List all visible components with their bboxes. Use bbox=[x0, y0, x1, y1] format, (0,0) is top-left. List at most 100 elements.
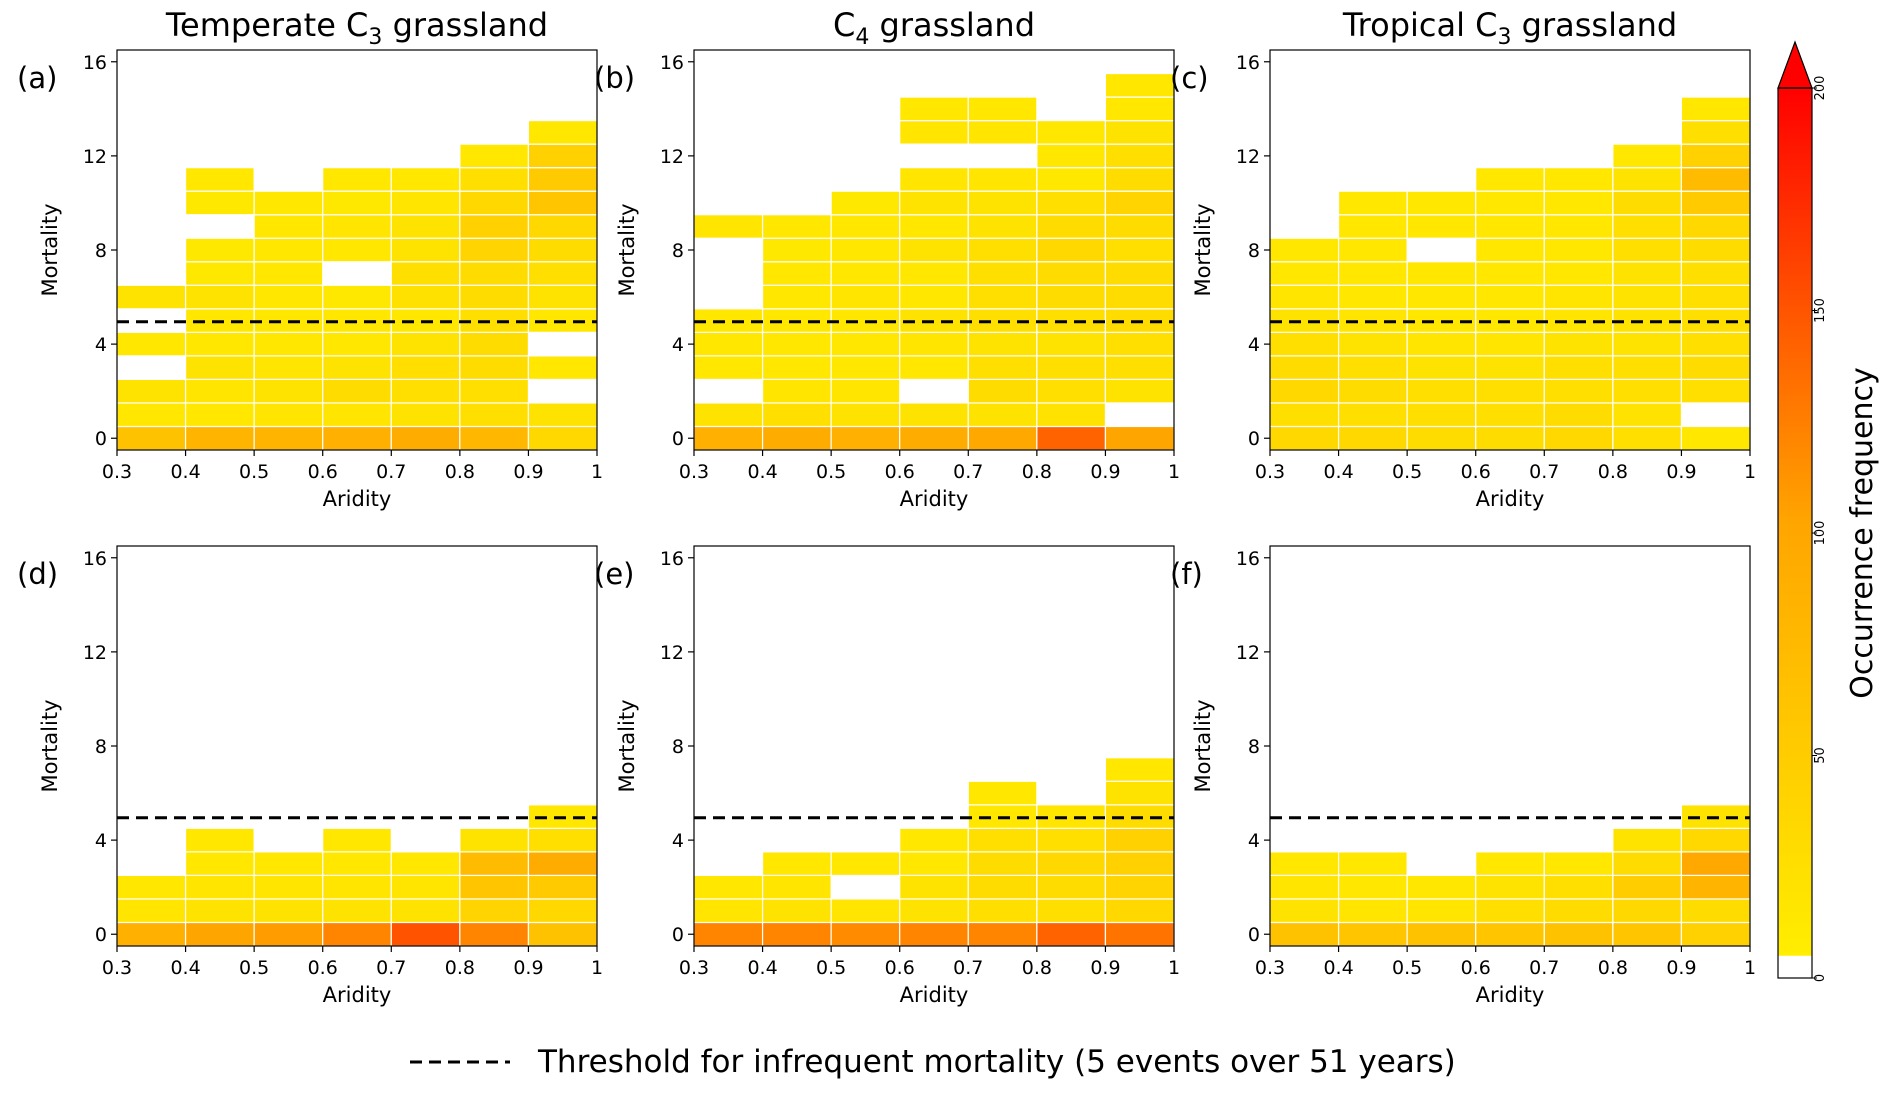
heatmap-cell bbox=[761, 402, 832, 428]
heatmap-cell bbox=[322, 190, 392, 216]
heatmap-cell bbox=[1475, 921, 1545, 947]
x-axis-label: Aridity bbox=[900, 487, 969, 511]
x-tick-label: 0.9 bbox=[1666, 957, 1696, 979]
heatmap-cell bbox=[693, 425, 764, 451]
heatmap-cell bbox=[253, 237, 324, 263]
heatmap-cell bbox=[390, 355, 461, 381]
y-axis-label: Mortality bbox=[1191, 699, 1215, 792]
heatmap-cell bbox=[390, 378, 461, 404]
panel-tag: (c) bbox=[1170, 61, 1209, 95]
x-tick-label: 0.8 bbox=[1598, 461, 1628, 483]
heatmap-cell bbox=[830, 898, 901, 924]
heatmap-cell bbox=[830, 378, 901, 404]
heatmap-cell bbox=[761, 851, 832, 877]
heatmap-cell bbox=[1543, 851, 1614, 877]
heatmap-cell bbox=[899, 851, 969, 877]
heatmap-cell bbox=[1337, 214, 1408, 239]
heatmap-cell bbox=[1475, 237, 1545, 263]
heatmap-cell bbox=[390, 898, 461, 924]
heatmap-cell bbox=[1036, 143, 1107, 169]
heatmap-cell bbox=[116, 331, 187, 357]
heatmap-cell bbox=[1036, 874, 1107, 900]
heatmap-cell bbox=[322, 402, 392, 428]
heatmap-cell bbox=[1104, 425, 1175, 451]
x-tick-label: 0.5 bbox=[1392, 461, 1422, 483]
heatmap-cell bbox=[1104, 827, 1175, 853]
heatmap-cell bbox=[253, 425, 324, 451]
heatmap-cell bbox=[322, 827, 392, 853]
x-tick-label: 0.9 bbox=[513, 957, 543, 979]
heatmap-cell bbox=[527, 402, 598, 428]
heatmap-cell bbox=[1680, 921, 1751, 947]
heatmap-cell bbox=[967, 874, 1038, 900]
heatmap-cell bbox=[1543, 921, 1614, 947]
heatmap-cell bbox=[761, 898, 832, 924]
heatmap-cell bbox=[899, 190, 969, 216]
heatmap-cell bbox=[830, 190, 901, 216]
heatmap-cell bbox=[322, 425, 392, 451]
panel-title: Tropical C3 grassland bbox=[1342, 6, 1677, 50]
panels: 0.3 0.4 0.5 0.6 0.7 0.8 0.9 1 0 4 8 12 16 Aridity Mort… bbox=[17, 6, 1756, 1007]
heatmap-cell bbox=[1337, 190, 1408, 216]
heatmap-cell bbox=[253, 355, 324, 381]
heatmap-cell bbox=[1036, 378, 1107, 404]
x-tick-label: 0.6 bbox=[308, 957, 338, 979]
heatmap-cell bbox=[899, 898, 969, 924]
panel-c: 0.3 0.4 0.5 0.6 0.7 0.8 0.9 1 0 4 8 12 16 Aridity Mort… bbox=[1170, 6, 1756, 511]
heatmap-cell bbox=[1036, 237, 1107, 263]
panel-title: C4 grassland bbox=[833, 6, 1035, 50]
heatmap-cell bbox=[1680, 261, 1751, 286]
x-tick-label: 0.4 bbox=[1323, 461, 1353, 483]
x-tick-label: 1 bbox=[1168, 461, 1180, 483]
heatmap-cell bbox=[390, 190, 461, 216]
heatmap-cell bbox=[1680, 237, 1751, 263]
y-tick-label: 12 bbox=[660, 642, 684, 664]
heatmap-cell bbox=[527, 143, 598, 169]
heatmap-cell bbox=[1680, 96, 1751, 122]
heatmap-cell bbox=[1104, 261, 1175, 286]
heatmap-cell bbox=[253, 378, 324, 404]
x-tick-label: 0.8 bbox=[445, 461, 475, 483]
x-tick-label: 0.4 bbox=[170, 461, 200, 483]
x-tick-label: 0.4 bbox=[1323, 957, 1353, 979]
heatmap-cell bbox=[1337, 921, 1408, 947]
heatmap-cell bbox=[899, 167, 969, 192]
y-tick-label: 16 bbox=[660, 548, 684, 570]
heatmap-cell bbox=[1406, 190, 1477, 216]
heatmap-cell bbox=[322, 214, 392, 239]
x-tick-label: 0.9 bbox=[1090, 461, 1120, 483]
heatmap-cell bbox=[761, 921, 832, 947]
heatmap-cell bbox=[1269, 898, 1340, 924]
heatmap-cell bbox=[1104, 96, 1175, 122]
heatmap-cell bbox=[116, 921, 187, 947]
heatmap-cell bbox=[1543, 898, 1614, 924]
x-tick-label: 0.6 bbox=[1461, 461, 1491, 483]
heatmap-cell bbox=[1406, 331, 1477, 357]
heatmap-cell bbox=[253, 898, 324, 924]
panel-a: 0.3 0.4 0.5 0.6 0.7 0.8 0.9 1 0 4 8 12 16 Aridity Mort… bbox=[17, 6, 603, 511]
heatmap-cell bbox=[967, 827, 1038, 853]
heatmap-cell bbox=[1337, 237, 1408, 263]
y-tick-label: 12 bbox=[83, 146, 107, 168]
y-tick-label: 16 bbox=[1236, 52, 1260, 74]
heatmap-cell bbox=[1269, 284, 1340, 310]
heatmap-cell bbox=[830, 331, 901, 357]
heatmap-cell bbox=[830, 425, 901, 451]
x-tick-label: 0.5 bbox=[239, 957, 269, 979]
heatmap-cell bbox=[1680, 119, 1751, 145]
x-tick-label: 0.9 bbox=[1666, 461, 1696, 483]
heatmap-cell bbox=[830, 214, 901, 239]
y-tick-label: 8 bbox=[95, 240, 107, 262]
heatmap-cell bbox=[459, 425, 530, 451]
heatmap-cell bbox=[1036, 425, 1107, 451]
heatmap-cell bbox=[693, 921, 764, 947]
heatmap-cell bbox=[1680, 874, 1751, 900]
heatmap-cell bbox=[527, 827, 598, 853]
heatmap-cell bbox=[899, 827, 969, 853]
heatmap-cell bbox=[390, 261, 461, 286]
heatmap-cell bbox=[1104, 851, 1175, 877]
heatmap-cell bbox=[1269, 355, 1340, 381]
heatmap-cell bbox=[761, 378, 832, 404]
heatmap-cell bbox=[1269, 425, 1340, 451]
heatmap-cell bbox=[527, 167, 598, 192]
